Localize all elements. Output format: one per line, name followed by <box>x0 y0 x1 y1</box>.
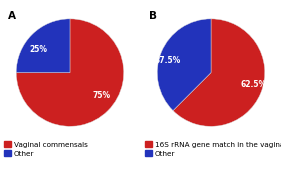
Legend: 16S rRNA gene match in the vagina, Other: 16S rRNA gene match in the vagina, Other <box>145 141 281 157</box>
Legend: Vaginal commensals, Other: Vaginal commensals, Other <box>4 141 88 157</box>
Text: 62.5%: 62.5% <box>241 80 267 89</box>
Wedge shape <box>16 19 70 73</box>
Text: 37.5%: 37.5% <box>155 56 181 65</box>
Text: B: B <box>149 11 157 21</box>
Wedge shape <box>157 19 211 111</box>
Text: A: A <box>8 11 16 21</box>
Wedge shape <box>173 19 265 126</box>
Text: 75%: 75% <box>93 91 111 100</box>
Wedge shape <box>16 19 124 126</box>
Text: 25%: 25% <box>29 45 47 54</box>
